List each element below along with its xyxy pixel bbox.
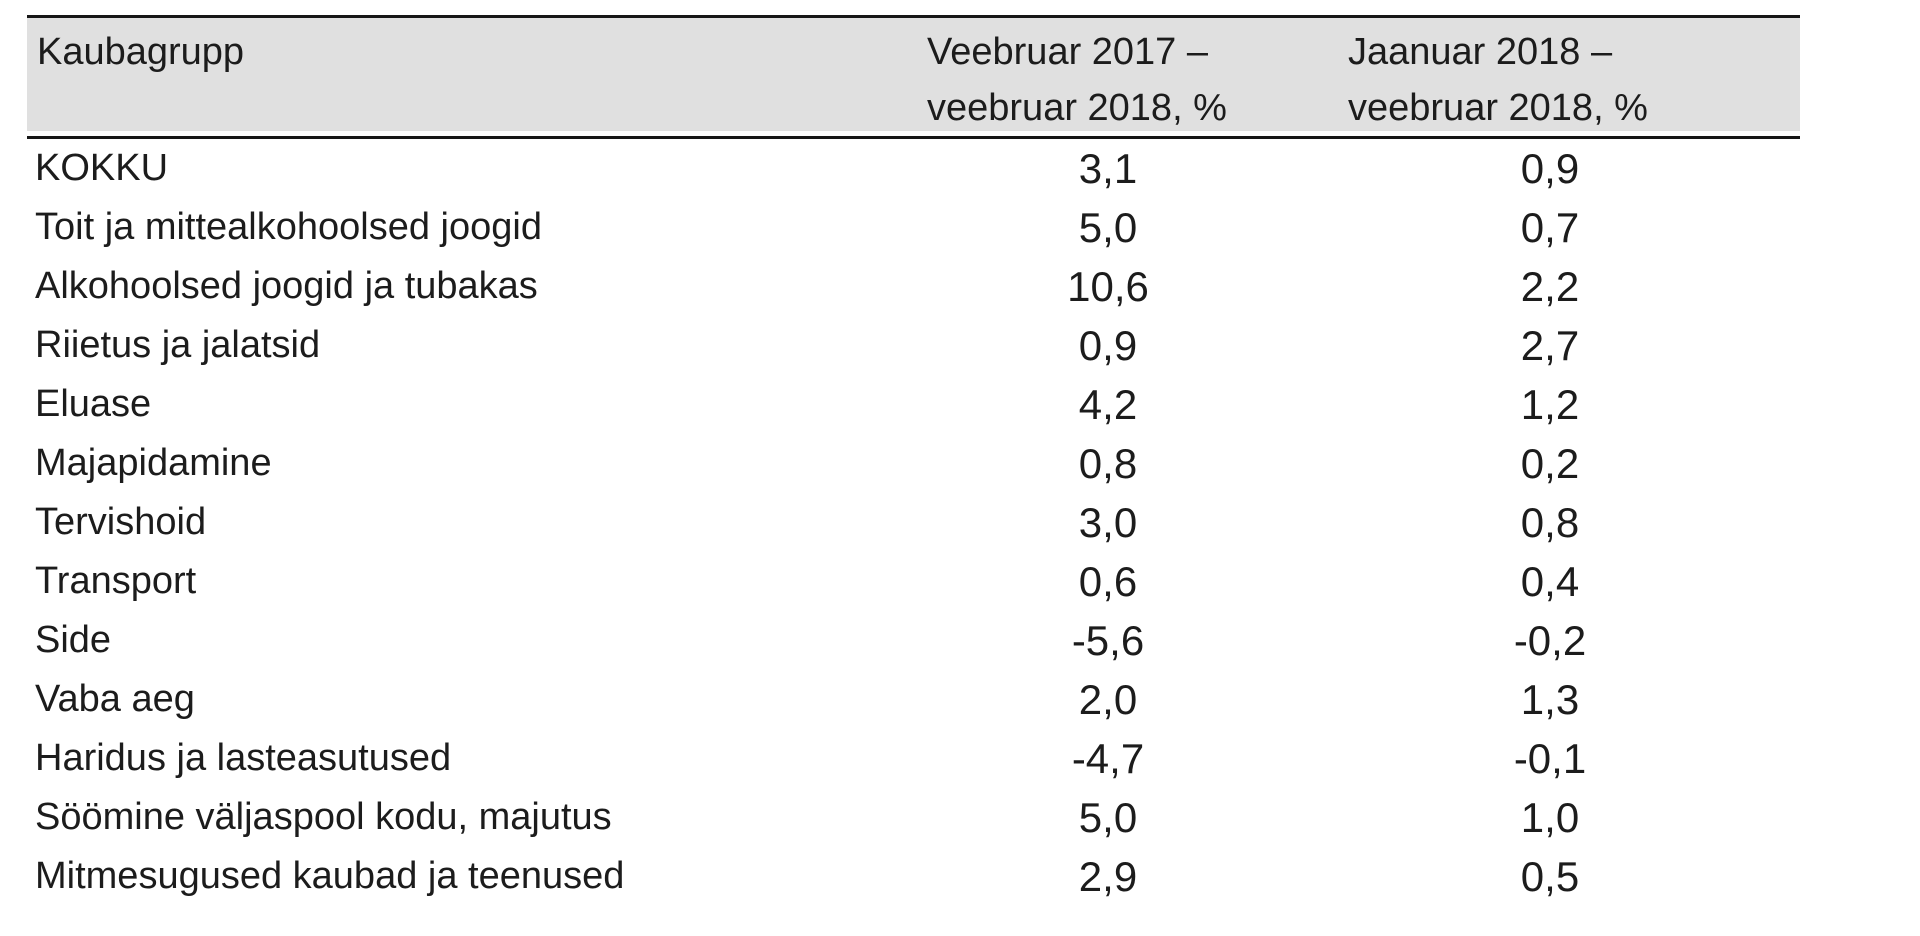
table-row: Tervishoid 3,0 0,8 <box>27 493 1800 552</box>
table-row: Alkohoolsed joogid ja tubakas 10,6 2,2 <box>27 257 1800 316</box>
row-label: Mitmesugused kaubad ja teenused <box>35 855 625 897</box>
table-row: Toit ja mittealkohoolsed joogid 5,0 0,7 <box>27 198 1800 257</box>
row-label: Haridus ja lasteasutused <box>35 737 452 779</box>
row-value-monthly: -0,2 <box>1513 616 1587 664</box>
header-divider-line <box>27 136 1800 139</box>
row-value-yearly: 5,0 <box>1078 203 1138 251</box>
table-row: Riietus ja jalatsid 0,9 2,7 <box>27 316 1800 375</box>
row-label: Toit ja mittealkohoolsed joogid <box>35 206 542 248</box>
header-label-yearly-line1: Veebruar 2017 – <box>927 31 1209 73</box>
row-label: Side <box>35 619 112 661</box>
row-label: Eluase <box>35 383 152 425</box>
row-value-yearly: 4,2 <box>1078 380 1138 428</box>
row-label: Transport <box>35 560 197 602</box>
row-value-yearly: 3,0 <box>1078 498 1138 546</box>
header-cell-kaubagrupp: Kaubagrupp <box>27 24 927 136</box>
row-value-monthly: -0,1 <box>1513 734 1587 782</box>
row-value-yearly: 3,1 <box>1078 144 1138 192</box>
row-value-monthly: 1,0 <box>1520 793 1580 841</box>
row-value-yearly: 5,0 <box>1078 793 1138 841</box>
row-value-monthly: 0,8 <box>1520 498 1580 546</box>
row-label: Majapidamine <box>35 442 272 484</box>
table-row: Eluase 4,2 1,2 <box>27 375 1800 434</box>
row-value-monthly: 0,5 <box>1520 852 1580 900</box>
row-value-yearly: 0,9 <box>1078 321 1138 369</box>
row-value-monthly: 0,4 <box>1520 557 1580 605</box>
table-row: Söömine väljaspool kodu, majutus 5,0 1,0 <box>27 788 1800 847</box>
row-value-monthly: 1,3 <box>1520 675 1580 723</box>
row-value-yearly: 2,9 <box>1078 852 1138 900</box>
header-label-yearly-line2: veebruar 2018, % <box>927 87 1227 129</box>
row-label: Riietus ja jalatsid <box>35 324 321 366</box>
cpi-table: Kaubagrupp Veebruar 2017 – veebruar 2018… <box>27 15 1800 906</box>
row-value-yearly: 2,0 <box>1078 675 1138 723</box>
row-value-monthly: 0,7 <box>1520 203 1580 251</box>
table-body: KOKKU 3,1 0,9 Toit ja mittealkohoolsed j… <box>27 139 1800 906</box>
row-value-monthly: 0,2 <box>1520 439 1580 487</box>
row-label: Tervishoid <box>35 501 207 543</box>
table-header-row: Kaubagrupp Veebruar 2017 – veebruar 2018… <box>27 15 1800 131</box>
row-label: Vaba aeg <box>35 678 195 720</box>
row-value-yearly: -5,6 <box>1071 616 1145 664</box>
row-value-yearly: 10,6 <box>1067 262 1149 310</box>
table-row: Haridus ja lasteasutused -4,7 -0,1 <box>27 729 1800 788</box>
row-value-monthly: 2,7 <box>1520 321 1580 369</box>
row-value-monthly: 0,9 <box>1520 144 1580 192</box>
row-label: KOKKU <box>35 147 169 189</box>
row-value-yearly: 0,6 <box>1078 557 1138 605</box>
row-label: Alkohoolsed joogid ja tubakas <box>35 265 538 307</box>
row-value-yearly: 0,8 <box>1078 439 1138 487</box>
table-row: Majapidamine 0,8 0,2 <box>27 434 1800 493</box>
header-label-monthly-line2: veebruar 2018, % <box>1348 87 1648 129</box>
table-row: Transport 0,6 0,4 <box>27 552 1800 611</box>
header-cell-yearly-change: Veebruar 2017 – veebruar 2018, % <box>927 24 1348 136</box>
header-label-monthly-line1: Jaanuar 2018 – <box>1348 31 1613 73</box>
table-row: Mitmesugused kaubad ja teenused 2,9 0,5 <box>27 847 1800 906</box>
row-value-yearly: -4,7 <box>1071 734 1145 782</box>
row-value-monthly: 1,2 <box>1520 380 1580 428</box>
header-cell-monthly-change: Jaanuar 2018 – veebruar 2018, % <box>1348 24 1800 136</box>
table-row: Side -5,6 -0,2 <box>27 611 1800 670</box>
row-label: Söömine väljaspool kodu, majutus <box>35 796 612 838</box>
row-value-monthly: 2,2 <box>1520 262 1580 310</box>
table-row: KOKKU 3,1 0,9 <box>27 139 1800 198</box>
header-label-kaubagrupp: Kaubagrupp <box>37 31 245 73</box>
table-row: Vaba aeg 2,0 1,3 <box>27 670 1800 729</box>
